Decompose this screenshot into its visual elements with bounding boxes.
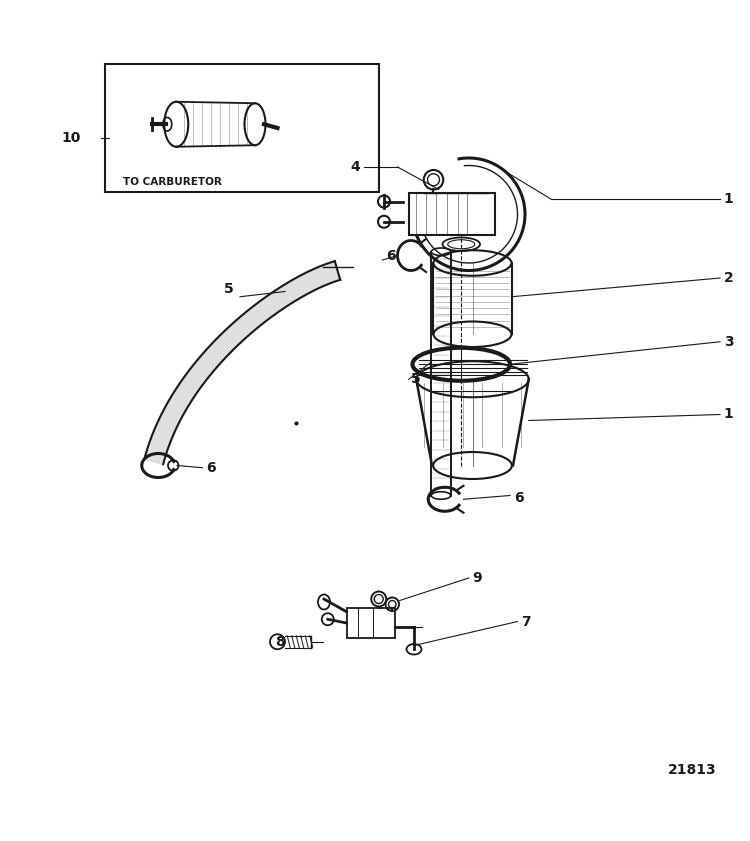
Text: 6: 6 bbox=[386, 248, 396, 262]
Text: 3: 3 bbox=[724, 335, 734, 349]
Text: 10: 10 bbox=[62, 130, 81, 145]
Bar bbox=[409, 193, 495, 235]
Text: 5: 5 bbox=[411, 373, 421, 386]
Text: 1: 1 bbox=[724, 408, 734, 421]
Text: 21813: 21813 bbox=[668, 763, 716, 777]
Text: TO CARBURETOR: TO CARBURETOR bbox=[123, 177, 222, 187]
Text: 2: 2 bbox=[724, 271, 734, 285]
Text: 9: 9 bbox=[472, 571, 482, 585]
Bar bbox=[105, 64, 379, 192]
Text: 4: 4 bbox=[350, 160, 360, 174]
Bar bbox=[346, 608, 395, 638]
Text: 6: 6 bbox=[514, 491, 523, 505]
Text: 7: 7 bbox=[521, 615, 531, 628]
Text: 1: 1 bbox=[724, 193, 734, 206]
Text: 6: 6 bbox=[206, 461, 216, 475]
Text: 5: 5 bbox=[224, 283, 234, 296]
Text: 8: 8 bbox=[275, 635, 285, 648]
Polygon shape bbox=[144, 262, 340, 464]
